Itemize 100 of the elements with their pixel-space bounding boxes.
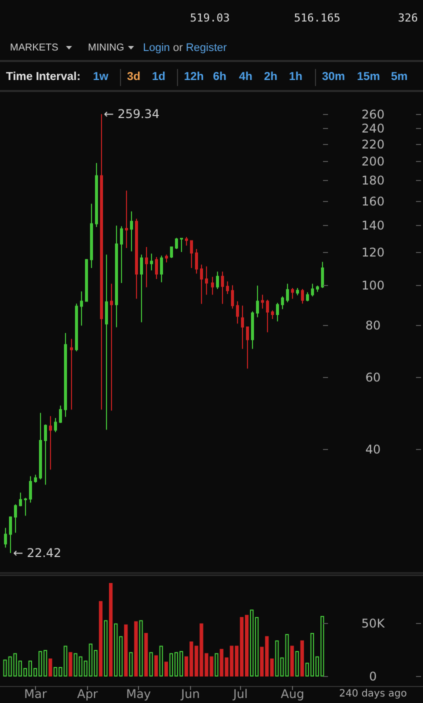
candlestick (266, 299, 269, 333)
bar (124, 624, 128, 676)
y-tick-label: 240 (362, 122, 384, 136)
candlestick (80, 290, 83, 326)
candlestick (211, 276, 214, 296)
candlestick (14, 504, 17, 534)
bar (149, 652, 153, 676)
bar (104, 620, 108, 676)
x-tick-label: Aug (280, 687, 304, 701)
candlestick (135, 218, 138, 300)
candlestick (160, 255, 163, 283)
annotation: ← 259.34 (104, 107, 160, 122)
y-tick-label: 260 (362, 108, 384, 122)
candlestick (261, 294, 264, 310)
candlestick (231, 284, 234, 310)
bar (154, 655, 158, 676)
bar (144, 632, 148, 676)
y-tick-label: 220 (362, 138, 384, 152)
candlestick (291, 288, 294, 300)
text: 2h (264, 71, 278, 83)
candlestick (195, 248, 198, 274)
bar (108, 583, 113, 676)
x-tick-label: Jun (180, 687, 200, 701)
text: 1d (152, 71, 166, 83)
candlestick (185, 236, 188, 246)
text: 326 (398, 12, 418, 24)
candlestick (54, 418, 57, 433)
bar (98, 601, 103, 676)
candlestick (316, 285, 319, 292)
candlestick (100, 114, 103, 410)
x-tick-label: Jul (232, 687, 248, 701)
bar (214, 653, 218, 676)
bar (164, 662, 168, 676)
x-tick-label: Apr (77, 687, 98, 701)
y-tick-label: 60 (365, 370, 381, 384)
candlestick (70, 338, 73, 410)
text: 3d (127, 71, 140, 83)
candlestick (150, 253, 153, 271)
candlestick (34, 474, 37, 484)
candlestick (29, 476, 32, 504)
candlestick (165, 254, 168, 263)
text: MARKETS (10, 42, 59, 54)
candlestick (155, 256, 158, 280)
candlestick (59, 405, 62, 424)
y-tick-label: 100 (362, 278, 384, 292)
text: 12h (184, 71, 204, 83)
bar (48, 658, 52, 676)
bar (290, 646, 294, 676)
candlestick (301, 288, 304, 304)
x-tick-label: May (126, 687, 151, 701)
y-tick-label: 50K (361, 616, 386, 630)
text: 6h (213, 71, 226, 83)
candlestick (44, 424, 47, 486)
x-tick-label: Mar (24, 687, 47, 701)
text: 15m (357, 71, 380, 83)
bar (159, 646, 163, 676)
candlestick (130, 210, 133, 252)
candlestick (205, 266, 208, 296)
candlestick (9, 516, 12, 554)
candlestick (200, 264, 203, 304)
candlestick (271, 310, 274, 320)
text: 240 days ago (339, 688, 407, 700)
candlestick (24, 497, 27, 516)
candlestick (246, 326, 249, 370)
candlestick (39, 412, 42, 480)
candlestick (90, 203, 93, 269)
text: Login or Register (143, 42, 228, 54)
candlestick (4, 527, 7, 548)
candlestick (256, 285, 259, 318)
y-tick-label: 0 (369, 670, 377, 684)
bar (129, 652, 133, 676)
candlestick (145, 246, 148, 288)
bar (68, 652, 72, 676)
candlestick (49, 416, 52, 470)
candlestick (95, 162, 98, 228)
candlestick (125, 190, 128, 248)
candlestick (286, 283, 289, 303)
bar (134, 621, 138, 676)
text: MINING (88, 42, 124, 54)
candlestick (190, 240, 193, 269)
text: 1w (93, 71, 108, 83)
candlestick (216, 271, 219, 290)
candlestick (296, 288, 299, 296)
y-tick-label: 40 (365, 442, 381, 456)
text: 30m (322, 71, 346, 83)
y-tick-label: 200 (362, 154, 384, 168)
candlestick (236, 300, 239, 324)
text: 1h (289, 71, 302, 83)
text: Time Interval: (6, 71, 81, 83)
candlestick (120, 226, 123, 284)
candlestick (64, 332, 67, 418)
candlestick (105, 254, 108, 430)
candlestick (221, 271, 224, 304)
candlestick (226, 280, 229, 294)
y-tick-label: 120 (362, 246, 384, 260)
bar (139, 620, 143, 676)
candlestick (281, 296, 284, 310)
candlestick (140, 254, 143, 323)
candlestick (276, 302, 279, 322)
text: 5m (391, 71, 408, 83)
